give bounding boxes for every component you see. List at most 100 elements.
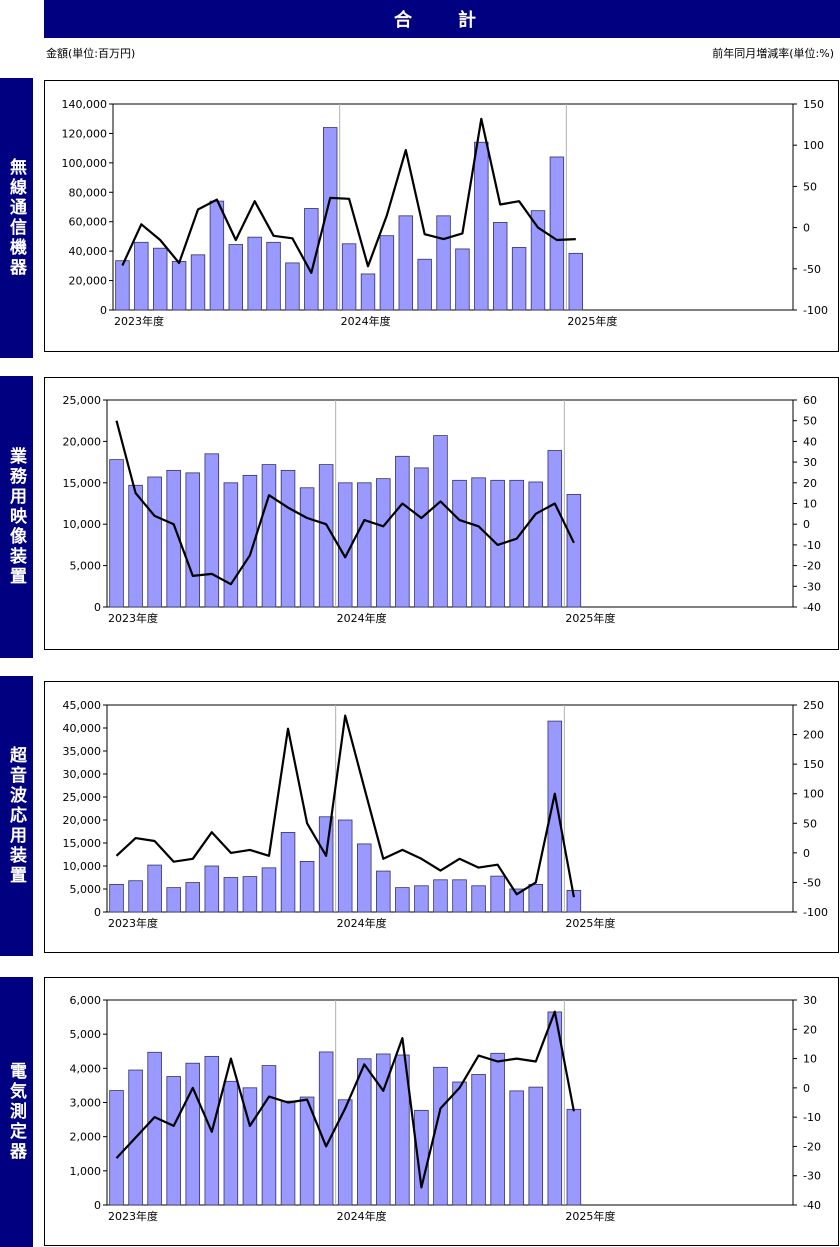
- left-tick-label: 60,000: [69, 216, 108, 229]
- bar: [341, 243, 357, 311]
- bar: [337, 482, 353, 608]
- bar: [528, 1086, 544, 1206]
- bar: [414, 885, 429, 913]
- left-tick-label: 5,000: [70, 560, 102, 573]
- section-label-ultrasonic: 超音波応用装置: [0, 676, 33, 956]
- right-tick-label: 10: [803, 498, 817, 511]
- right-tick-label: -50: [803, 263, 821, 276]
- bar: [299, 487, 315, 608]
- left-tick-label: 100,000: [62, 157, 108, 170]
- bar: [299, 1096, 315, 1206]
- bar: [566, 1108, 582, 1206]
- chart-panel-wireless: 0 20,000 40,000 60,000 80,000 100,000 120,000 1…: [44, 80, 839, 352]
- bar: [134, 241, 149, 311]
- bar: [509, 1090, 524, 1206]
- bar: [490, 875, 505, 913]
- bar: [153, 247, 168, 311]
- bar: [318, 464, 334, 608]
- left-tick-label: 3,000: [70, 1097, 102, 1110]
- left-tick-label: 0: [94, 1199, 101, 1212]
- left-tick-label: 15,000: [63, 837, 102, 850]
- bar: [166, 1076, 181, 1206]
- right-tick-label: -10: [803, 539, 821, 552]
- left-tick-label: 0: [100, 304, 107, 317]
- growth-rate-line: [115, 420, 575, 586]
- right-tick-label: 50: [803, 180, 817, 193]
- chart-video: 0 5,000 10,000 15,000 20,000 25,000 -40 -30 -20 -…: [63, 394, 821, 625]
- bar: [209, 200, 225, 311]
- bar: [568, 252, 583, 311]
- chart-panel-measurement: 0 1,000 2,000 3,000 4,000 5,000 6,000 -40 -30 -20…: [44, 977, 839, 1246]
- bar: [147, 476, 162, 608]
- right-tick-label: 150: [803, 758, 824, 771]
- bar: [376, 1053, 391, 1206]
- right-tick-label: 20: [803, 477, 817, 490]
- bar: [247, 236, 262, 311]
- bar: [337, 819, 353, 913]
- bar: [185, 472, 201, 608]
- bar: [395, 887, 410, 913]
- plot-area: [106, 704, 794, 913]
- x-axis-label: 2023年度: [114, 314, 164, 328]
- left-tick-label: 2,000: [70, 1131, 102, 1144]
- right-tick-label: 30: [803, 994, 817, 1007]
- left-tick-label: 40,000: [63, 722, 102, 735]
- bar: [223, 877, 239, 913]
- right-tick-label: 50: [803, 817, 817, 830]
- left-tick-label: 0: [94, 906, 101, 919]
- x-axis-label: 2025年度: [565, 611, 615, 625]
- right-tick-label: 150: [803, 98, 824, 111]
- bar: [511, 247, 527, 311]
- x-axis-label: 2023年度: [108, 1209, 158, 1223]
- bar: [530, 210, 546, 311]
- bar: [185, 1062, 201, 1206]
- bar: [452, 879, 467, 913]
- bar: [471, 1074, 486, 1206]
- bar: [166, 469, 181, 608]
- bar: [356, 843, 372, 913]
- bar: [261, 867, 277, 913]
- left-tick-label: 40,000: [69, 245, 108, 258]
- bar: [528, 883, 544, 913]
- growth-rate-line: [121, 117, 576, 274]
- left-tick-label: 20,000: [63, 435, 102, 448]
- bar: [242, 876, 258, 913]
- x-axis-label: 2025年度: [565, 916, 615, 930]
- right-tick-label: 0: [803, 518, 810, 531]
- bar: [304, 208, 319, 311]
- right-tick-label: 0: [803, 847, 810, 860]
- chart-panel-video: 0 5,000 10,000 15,000 20,000 25,000 -40 -30 -20 -…: [44, 377, 839, 650]
- bar: [356, 1058, 372, 1206]
- left-tick-label: 5,000: [70, 1028, 102, 1041]
- chart-ultrasonic: 0 5,000 10,000 15,000 20,000 25,000 30,000 35,0…: [63, 699, 828, 930]
- bar: [433, 879, 448, 913]
- right-tick-label: 10: [803, 1053, 817, 1066]
- left-tick-label: 20,000: [63, 814, 102, 827]
- bar: [261, 1065, 277, 1206]
- bar: [323, 127, 338, 311]
- section-label-video: 業務用映像装置: [0, 376, 33, 658]
- bar: [376, 478, 391, 608]
- right-tick-label: 100: [803, 139, 824, 152]
- bar: [185, 882, 201, 913]
- bar: [356, 482, 372, 608]
- x-axis-label: 2024年度: [337, 1209, 387, 1223]
- bar: [417, 258, 432, 311]
- bar: [566, 493, 582, 608]
- right-tick-label: 40: [803, 435, 817, 448]
- bar: [395, 455, 410, 608]
- growth-rate-line: [115, 1010, 575, 1189]
- bar: [452, 479, 467, 608]
- x-axis-label: 2025年度: [565, 1209, 615, 1223]
- bar: [360, 273, 376, 311]
- right-tick-label: -30: [803, 580, 821, 593]
- x-axis-label: 2023年度: [108, 611, 158, 625]
- bar: [509, 888, 524, 913]
- bar: [528, 481, 544, 608]
- left-tick-label: 35,000: [63, 745, 102, 758]
- left-tick-label: 80,000: [69, 186, 108, 199]
- bar: [228, 244, 243, 311]
- bar: [509, 479, 524, 608]
- bar: [318, 816, 334, 913]
- bar: [474, 141, 489, 311]
